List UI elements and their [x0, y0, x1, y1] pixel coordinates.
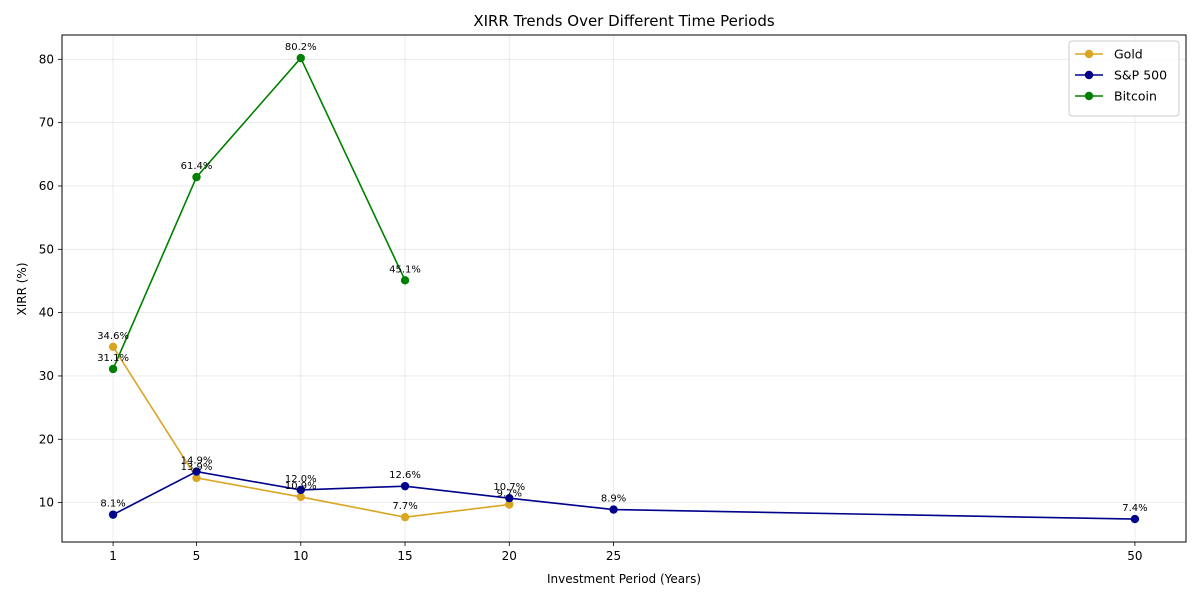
s-p-500-point [505, 493, 514, 503]
legend-item-s-p-500: S&P 500 [1075, 68, 1167, 83]
x-tick-label: 50 [1127, 549, 1142, 563]
plot-frame [61, 34, 1187, 543]
grid-layer [62, 35, 1186, 542]
x-tick-label: 10 [293, 549, 308, 563]
y-tick-label: 10 [39, 496, 54, 510]
legend-item-gold: Gold [1075, 47, 1143, 62]
s-p-500-point [400, 481, 410, 491]
gold-data-label: 7.7% [392, 501, 417, 512]
x-tick-label: 1 [109, 549, 117, 563]
gold-point [108, 342, 118, 352]
s-p-500-point [192, 467, 201, 476]
x-tick-label: 15 [397, 549, 412, 563]
s-p-500-data-label: 10.7% [493, 482, 525, 493]
gold-data-label: 13.9% [181, 462, 213, 473]
bitcoin-data-label: 61.4% [181, 161, 213, 172]
y-tick-label: 30 [39, 369, 54, 383]
series-gold [108, 342, 514, 522]
x-tick-label: 5 [193, 549, 201, 563]
gold-point [505, 500, 514, 509]
legend-marker [1084, 91, 1094, 101]
s-p-500-point [609, 505, 618, 514]
bitcoin-point [296, 53, 305, 63]
s-p-500-data-label: 7.4% [1122, 503, 1147, 514]
gold-point [296, 492, 305, 502]
data-labels-layer: 34.6% 13.9% 10.9% 7.7% 9.7% 8.1% 14.9% 12.0% 12.… [97, 42, 1147, 514]
legend-box [1068, 40, 1180, 117]
y-tick-label: 20 [39, 432, 54, 446]
s-p-500-data-label: 12.6% [389, 470, 421, 481]
series-layer [108, 53, 1140, 524]
s-p-500-point [1130, 514, 1140, 524]
x-tick-label: 25 [606, 549, 621, 563]
gold-point [400, 512, 410, 522]
legend-label: Gold [1114, 47, 1143, 62]
s-p-500-point [108, 510, 118, 519]
legend-marker [1084, 49, 1094, 59]
chart-title: XIRR Trends Over Different Time Periods [473, 12, 775, 30]
y-tick-label: 40 [39, 306, 54, 320]
s-p-500-data-label: 8.1% [100, 499, 125, 510]
gold-data-label: 34.6% [97, 331, 129, 342]
bitcoin-data-label: 80.2% [285, 42, 317, 53]
bitcoin-data-label: 31.1% [97, 353, 129, 364]
y-tick-label: 60 [39, 179, 54, 193]
gold-data-label: 10.9% [285, 481, 317, 492]
s-p-500-data-label: 14.9% [181, 456, 213, 467]
bitcoin-point [192, 172, 201, 182]
legend-item-bitcoin: Bitcoin [1075, 89, 1157, 104]
legend-marker [1084, 70, 1094, 80]
bitcoin-point [400, 276, 410, 285]
x-axis-label: Investment Period (Years) [547, 572, 701, 586]
y-tick-label: 70 [39, 116, 54, 130]
x-tick-label: 20 [502, 549, 517, 563]
bitcoin-data-label: 45.1% [389, 264, 421, 275]
legend-label: Bitcoin [1114, 89, 1157, 104]
y-axis-label: XIRR (%) [15, 262, 29, 315]
series-bitcoin [108, 53, 410, 374]
gold-data-label: 9.7% [497, 489, 522, 500]
bitcoin-point [108, 364, 118, 374]
series-s-p-500 [108, 467, 1140, 524]
legend-label: S&P 500 [1114, 68, 1167, 83]
y-tick-label: 50 [39, 242, 54, 256]
s-p-500-data-label: 8.9% [601, 494, 626, 505]
s-p-500-data-label: 12.0% [285, 474, 317, 485]
y-tick-label: 80 [39, 52, 54, 66]
bitcoin-line [112, 56, 406, 370]
gold-point [192, 473, 201, 483]
s-p-500-point [296, 485, 305, 495]
legend: Gold S&P 500 Bitcoin [1068, 40, 1180, 117]
